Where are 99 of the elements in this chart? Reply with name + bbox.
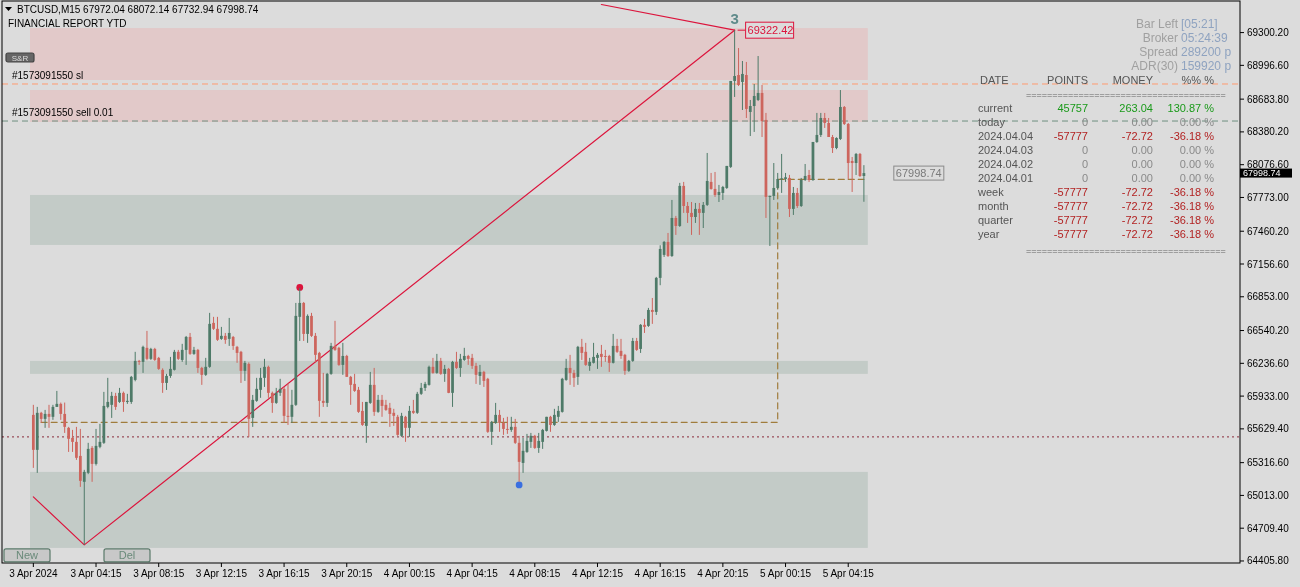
category-label: year [978, 228, 1000, 240]
y-tick-label: 66236.60 [1247, 357, 1290, 369]
annotation: 69322.42 [747, 24, 794, 37]
data-label: -72.72 [1121, 228, 1153, 240]
data-label: 130.87 % [1167, 102, 1215, 114]
annotation: ====================================== [1026, 90, 1226, 100]
chart-title: BTCUSD,M15 67972.04 68072.14 67732.94 67998.74 [17, 4, 259, 15]
data-label: -72.72 [1121, 214, 1153, 226]
x-tick-label: 4 Apr 20:15 [697, 568, 749, 579]
category-label: month [978, 200, 1009, 212]
data-label: 0 [1081, 172, 1088, 184]
annotation: S&R [11, 53, 29, 63]
y-tick-label: 67156.60 [1247, 258, 1290, 270]
y-tick-label: 65629.40 [1247, 423, 1290, 435]
category-label: quarter [978, 214, 1014, 226]
y-tick-label: 64709.40 [1247, 522, 1290, 534]
annotation: 289200 p [1181, 45, 1232, 59]
y-tick-label: 68380.20 [1247, 126, 1290, 138]
category-label: 2024.04.03 [978, 144, 1034, 156]
text: 67998.74 [1243, 168, 1281, 179]
annotation: 159920 p [1181, 59, 1232, 73]
y-tick-label: 68996.60 [1247, 59, 1290, 71]
data-label: 0.00 [1131, 172, 1153, 184]
data-label: -36.18 % [1169, 130, 1215, 142]
data-label: 0.00 [1131, 116, 1153, 128]
data-label: -72.72 [1121, 200, 1153, 212]
x-tick-label: 3 Apr 04:15 [70, 568, 123, 579]
data-label: -72.72 [1121, 186, 1153, 198]
annotation: Spread [1139, 45, 1178, 59]
annotation: New [15, 549, 39, 562]
data-label: 0.00 % [1179, 158, 1215, 170]
annotation: ====================================== [1026, 246, 1226, 256]
x-tick-label: 4 Apr 00:15 [383, 568, 436, 579]
data-label: -57777 [1053, 186, 1088, 198]
x-tick-label: 3 Apr 20:15 [321, 568, 373, 579]
y-tick-label: 68076.60 [1247, 159, 1290, 171]
x-tick-label: 3 Apr 16:15 [258, 568, 311, 579]
category-label: week [977, 186, 1005, 198]
category-label: 2024.04.04 [978, 130, 1034, 142]
text: MONEY [1112, 74, 1154, 86]
x-tick-label: 5 Apr 04:15 [822, 568, 875, 579]
data-label: 0.00 [1131, 158, 1153, 170]
data-label: 0.00 [1131, 144, 1153, 156]
data-label: -72.72 [1121, 130, 1153, 142]
data-label: 45757 [1057, 102, 1088, 114]
ref-line-label: #1573091550 sell 0.01 [12, 107, 114, 119]
x-tick-label: 4 Apr 16:15 [634, 568, 687, 579]
category-label: current [978, 102, 1013, 114]
data-label: -57777 [1053, 200, 1088, 212]
data-label: -57777 [1053, 214, 1088, 226]
data-label: 0.00 % [1179, 172, 1215, 184]
annotation: 3 [730, 10, 739, 28]
category-label: today [978, 116, 1006, 128]
data-label: 0 [1081, 158, 1088, 170]
data-label: 0 [1081, 116, 1088, 128]
text: POINTS [1047, 74, 1088, 86]
y-tick-label: 65933.00 [1247, 390, 1290, 402]
y-tick-label: 67773.00 [1247, 191, 1290, 203]
x-tick-label: 4 Apr 04:15 [446, 568, 499, 579]
data-label: -36.18 % [1169, 186, 1215, 198]
category-label: 2024.04.02 [978, 158, 1034, 170]
y-tick-label: 69300.20 [1247, 27, 1290, 39]
data-label: 0 [1081, 144, 1088, 156]
x-tick-label: 3 Apr 2024 [9, 568, 58, 579]
button: New [3, 548, 51, 563]
y-tick-label: 66853.00 [1247, 291, 1290, 303]
category-label: 2024.04.01 [978, 172, 1034, 184]
annotation: [05:21] [1181, 17, 1218, 31]
button: Del [103, 548, 151, 563]
x-tick-label: 3 Apr 08:15 [133, 568, 185, 579]
button: S&R [5, 52, 35, 63]
y-tick-label: 68683.80 [1247, 93, 1290, 105]
ref-line-label: #1573091550 sl [12, 69, 84, 81]
y-tick-label: 66540.20 [1247, 325, 1290, 337]
data-label: -57777 [1053, 228, 1088, 240]
y-tick-label: 64405.80 [1247, 555, 1290, 567]
data-label: -36.18 % [1169, 200, 1215, 212]
data-label: 0.00 % [1179, 144, 1215, 156]
annotation: ADR(30) [1131, 59, 1178, 73]
text: FINANCIAL REPORT YTD [8, 18, 127, 29]
annotation: 05:24:39 [1181, 31, 1229, 45]
data-label: 0.00 % [1179, 116, 1215, 128]
data-label: -57777 [1053, 130, 1088, 142]
text: DATE [980, 74, 1009, 86]
y-tick-label: 65013.00 [1247, 489, 1290, 501]
data-label: 263.04 [1119, 102, 1153, 114]
data-label: -36.18 % [1169, 228, 1215, 240]
y-tick-label: 65316.60 [1247, 457, 1290, 469]
x-tick-label: 4 Apr 12:15 [571, 568, 624, 579]
x-tick-label: 4 Apr 08:15 [509, 568, 561, 579]
data-label: -36.18 % [1169, 214, 1215, 226]
annotation: Broker [1142, 31, 1178, 45]
x-tick-label: 3 Apr 12:15 [195, 568, 248, 579]
annotation: Del [118, 549, 136, 562]
y-tick-label: 67460.20 [1247, 225, 1290, 237]
annotation: 67998.74 [895, 167, 942, 180]
annotation: Bar Left [1135, 17, 1179, 31]
x-tick-label: 5 Apr 00:15 [759, 568, 812, 579]
text: %% % [1181, 74, 1215, 86]
